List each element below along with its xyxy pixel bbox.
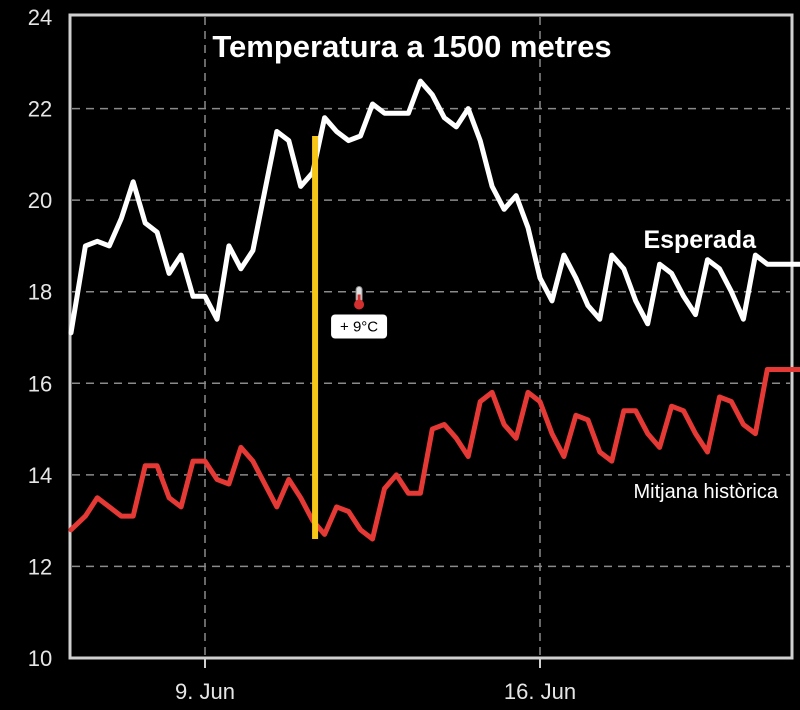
y-tick-label: 10 [28,646,52,671]
x-axis-ticks: 9. Jun 16. Jun [175,658,576,704]
series-label-mitjana-historica: Mitjana històrica [633,481,778,503]
x-tick-label: 16. Jun [504,679,576,704]
y-tick-label: 22 [28,97,52,122]
y-tick-label: 12 [28,554,52,579]
y-tick-label: 24 [28,5,52,30]
series-layer [68,78,800,542]
series-line-1 [68,367,800,542]
chart-title: Temperatura a 1500 metres [212,29,611,64]
y-tick-label: 20 [28,188,52,213]
y-tick-label: 16 [28,371,52,396]
series-label-esperada: Esperada [643,226,757,254]
y-tick-label: 14 [28,463,52,488]
thermometer-icon [354,286,365,310]
x-tick-label: 9. Jun [175,679,235,704]
difference-label: + 9°C [340,319,378,336]
y-axis-ticks: 10 12 14 16 18 20 22 24 [28,5,52,671]
difference-label-box [331,314,388,339]
difference-marker: + 9°C [312,136,388,539]
plot-frame [68,13,794,660]
series-line-0 [68,78,800,336]
y-tick-label: 18 [28,280,52,305]
